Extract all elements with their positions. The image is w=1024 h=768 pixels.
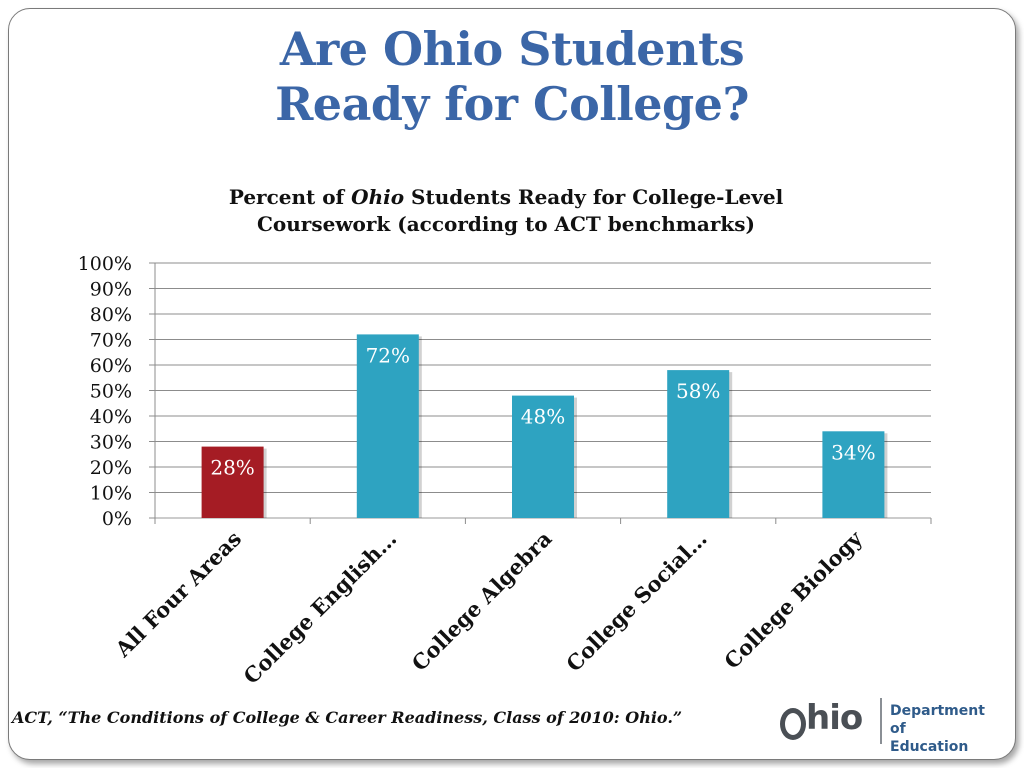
bar: [512, 395, 574, 518]
y-tick-label: 10%: [90, 483, 132, 505]
slide-title-line2: Ready for College?: [275, 77, 749, 131]
y-tick-label: 80%: [90, 304, 132, 326]
logo-department-text: Department of Education: [890, 702, 985, 756]
category-label: College Biology: [719, 525, 867, 673]
chart-title-part2: Students Ready for College-Level: [404, 185, 784, 209]
ohio-education-logo: hio Department of Education: [780, 694, 985, 755]
y-tick-label: 20%: [90, 457, 132, 479]
chart-title: Percent of Ohio Students Ready for Colle…: [0, 184, 1012, 238]
data-label: 72%: [366, 343, 410, 367]
data-label: 34%: [831, 440, 875, 464]
source-citation: ACT, “The Conditions of College & Career…: [12, 708, 683, 727]
logo-o-shape: [780, 708, 806, 740]
data-label: 28%: [210, 456, 254, 480]
y-tick-label: 100%: [78, 253, 132, 275]
bar: [822, 431, 885, 518]
logo-dept-line2: of Education: [890, 721, 969, 755]
logo-divider: [880, 698, 882, 744]
y-tick-label: 40%: [90, 406, 132, 428]
slide-title-line1: Are Ohio Students: [279, 22, 745, 76]
category-label: College Algebra: [407, 526, 557, 676]
bar: [356, 334, 419, 518]
slide-title: Are Ohio Students Ready for College?: [0, 22, 1024, 132]
y-tick-label: 90%: [90, 279, 132, 301]
bar: [201, 446, 264, 518]
category-label: College English…: [238, 526, 401, 689]
category-label: All Four Areas: [110, 526, 247, 663]
data-label: 58%: [676, 379, 720, 403]
logo-dept-line1: Department: [890, 703, 985, 719]
chart-title-part1: Percent of: [228, 185, 352, 209]
logo-wordmark-text: hio: [806, 698, 863, 738]
data-label: 48%: [521, 405, 565, 429]
category-label: College Social…: [561, 526, 712, 677]
y-tick-label: 30%: [90, 432, 132, 454]
chart-title-italic: Ohio: [351, 185, 405, 209]
y-tick-label: 50%: [90, 381, 132, 403]
y-tick-label: 60%: [90, 355, 132, 377]
bar-chart: 0% 10% 20% 30% 40% 50% 60% 70% 80% 90% 100% 28% All …: [78, 253, 932, 689]
y-tick-label: 70%: [90, 330, 132, 352]
slide-frame: [8, 8, 1016, 760]
bar: [667, 370, 730, 518]
chart-title-line2: Coursework (according to ACT benchmarks): [257, 212, 755, 236]
y-tick-label: 0%: [102, 508, 132, 530]
